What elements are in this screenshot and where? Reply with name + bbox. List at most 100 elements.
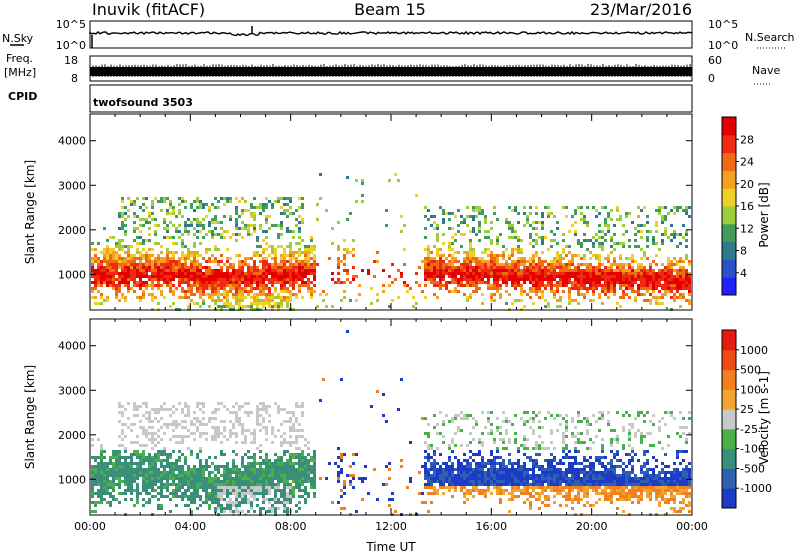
velocity-cell — [424, 432, 427, 435]
power-cell — [274, 287, 277, 290]
power-cell — [91, 272, 94, 275]
power-cell — [424, 263, 427, 266]
velocity-cell — [136, 477, 139, 480]
power-cell — [400, 215, 403, 218]
velocity-cell — [244, 501, 247, 504]
power-cell — [460, 233, 463, 236]
power-cell — [295, 293, 298, 296]
power-cell — [163, 296, 166, 299]
velocity-cell — [169, 468, 172, 471]
power-cell — [451, 212, 454, 215]
velocity-cell — [169, 414, 172, 417]
power-cell — [181, 197, 184, 200]
power-cell — [415, 194, 418, 197]
power-cell — [193, 272, 196, 275]
power-cell — [205, 278, 208, 281]
power-cell — [466, 281, 469, 284]
velocity-cell — [193, 432, 196, 435]
power-cell — [454, 281, 457, 284]
power-cell — [211, 233, 214, 236]
power-cell — [505, 266, 508, 269]
power-cell — [94, 287, 97, 290]
power-cell — [607, 260, 610, 263]
power-cell — [499, 266, 502, 269]
power-cell — [685, 275, 688, 278]
velocity-cell — [250, 495, 253, 498]
power-cell — [148, 215, 151, 218]
power-cell — [157, 269, 160, 272]
velocity-cell — [340, 468, 343, 471]
velocity-cell — [121, 471, 124, 474]
power-cell — [166, 248, 169, 251]
power-cell — [679, 272, 682, 275]
velocity-cell — [187, 435, 190, 438]
power-cell — [460, 281, 463, 284]
power-cell — [106, 299, 109, 302]
power-cell — [562, 269, 565, 272]
velocity-cell — [424, 486, 427, 489]
velocity-cell — [286, 483, 289, 486]
power-cell — [481, 293, 484, 296]
power-cell — [343, 296, 346, 299]
power-cell — [133, 278, 136, 281]
power-cell — [226, 248, 229, 251]
velocity-cell — [109, 462, 112, 465]
power-cell — [616, 272, 619, 275]
power-cell — [151, 266, 154, 269]
power-cell — [628, 281, 631, 284]
velocity-cell — [157, 456, 160, 459]
velocity-cell — [247, 402, 250, 405]
nsky-trace — [89, 26, 693, 48]
power-colorbar-tick-label: 28 — [740, 133, 754, 146]
power-cell — [307, 278, 310, 281]
power-cell — [637, 263, 640, 266]
power-cell — [289, 284, 292, 287]
power-cell — [124, 206, 127, 209]
power-cell — [664, 278, 667, 281]
power-cell — [667, 278, 670, 281]
power-cell — [631, 221, 634, 224]
power-cell — [115, 263, 118, 266]
power-cell — [640, 278, 643, 281]
power-colorbar-tick-label: 8 — [740, 245, 747, 258]
velocity-cell — [136, 453, 139, 456]
power-cell — [160, 275, 163, 278]
power-cell — [610, 275, 613, 278]
power-cell — [313, 245, 316, 248]
velocity-cell — [274, 495, 277, 498]
power-cell — [130, 257, 133, 260]
power-cell — [559, 266, 562, 269]
velocity-cell — [175, 441, 178, 444]
power-cell — [241, 266, 244, 269]
velocity-cell — [469, 450, 472, 453]
velocity-cell — [460, 417, 463, 420]
velocity-cell — [292, 441, 295, 444]
velocity-cell — [280, 474, 283, 477]
velocity-cell — [130, 423, 133, 426]
velocity-cell — [157, 486, 160, 489]
velocity-cell — [244, 465, 247, 468]
power-cell — [679, 296, 682, 299]
power-cell — [604, 224, 607, 227]
power-cell — [103, 266, 106, 269]
power-cell — [538, 296, 541, 299]
power-cell — [103, 269, 106, 272]
power-cell — [535, 272, 538, 275]
power-cell — [424, 278, 427, 281]
power-cell — [184, 227, 187, 230]
power-cell — [502, 275, 505, 278]
power-cell — [508, 293, 511, 296]
velocity-cell — [169, 408, 172, 411]
power-cell — [247, 230, 250, 233]
power-cell — [487, 230, 490, 233]
power-cell — [232, 269, 235, 272]
power-cell — [541, 272, 544, 275]
power-cell — [595, 257, 598, 260]
velocity-cell — [478, 462, 481, 465]
velocity-cell — [160, 477, 163, 480]
power-cell — [289, 197, 292, 200]
velocity-cell — [175, 486, 178, 489]
velocity-cell — [307, 474, 310, 477]
power-cell — [151, 248, 154, 251]
velocity-cell — [268, 483, 271, 486]
